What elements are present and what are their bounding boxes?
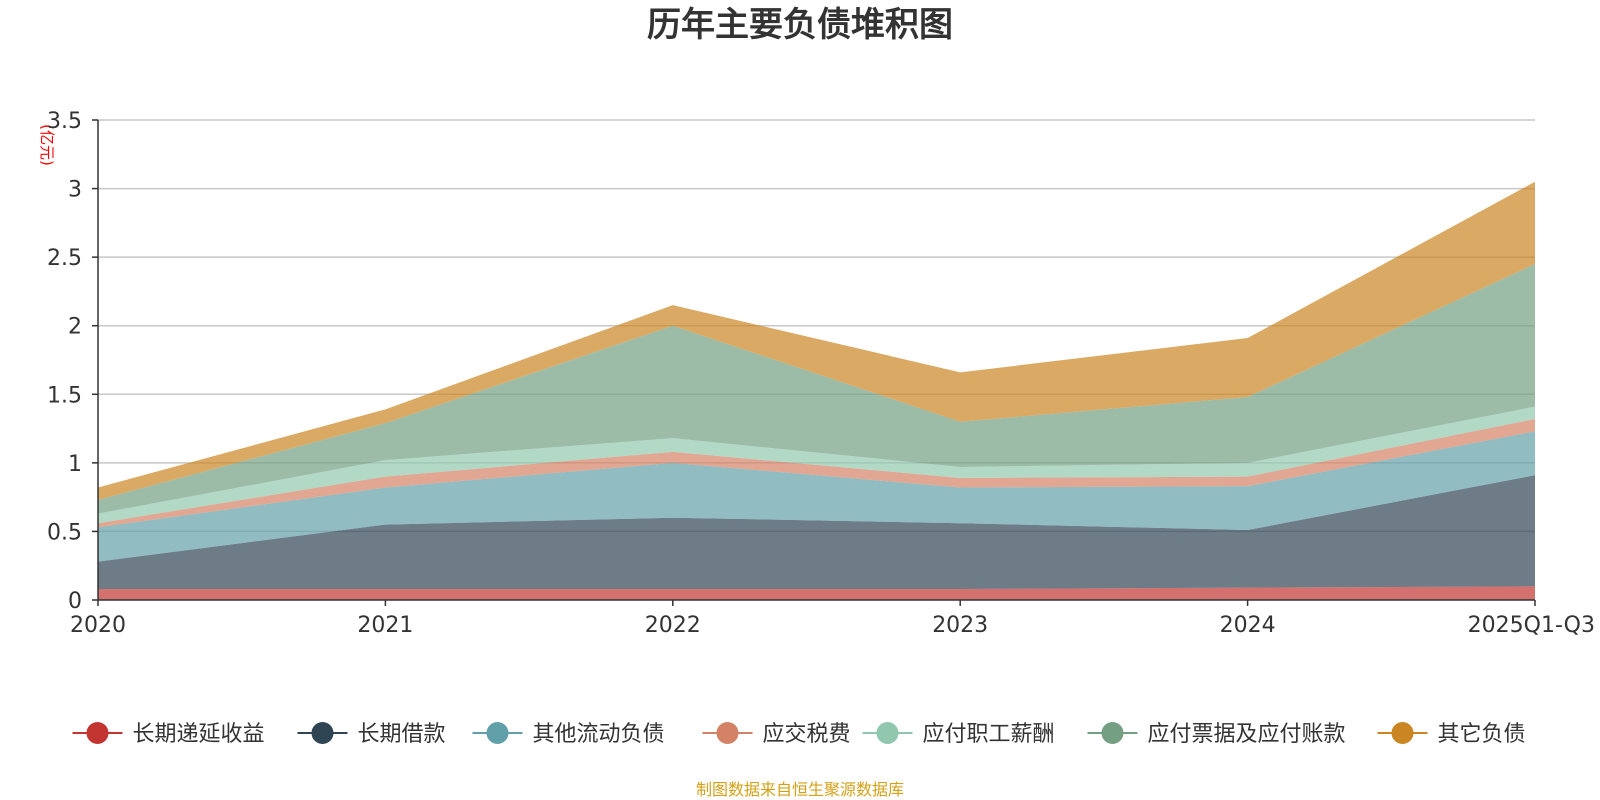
x-tick-label: 2024: [1220, 613, 1276, 638]
area-其他流动负债: [98, 431, 1535, 562]
axes: 0 0.5 1 1.5 2 2.5 3 3.5 2020 2021 2022 2023 2024 2025…: [47, 109, 1595, 638]
legend-label: 应交税费: [763, 722, 851, 747]
area-series: [98, 181, 1535, 600]
y-tick-label: 0: [68, 589, 82, 614]
y-tick-label: 0.5: [47, 520, 82, 545]
area-应付票据及应付账款: [98, 264, 1535, 514]
y-tick-label: 3: [68, 178, 82, 203]
legend-item[interactable]: 其他流动负债: [472, 722, 665, 747]
x-tick-label: 2022: [645, 613, 701, 638]
y-tick-label: 1.5: [47, 383, 82, 408]
y-axis-unit: (亿元): [38, 124, 56, 166]
legend-label: 长期借款: [358, 722, 446, 747]
legend-marker: [86, 722, 109, 744]
legend-item[interactable]: 应付职工薪酬: [862, 722, 1055, 747]
legend-marker: [486, 722, 509, 744]
legend-item[interactable]: 长期借款: [297, 722, 446, 747]
y-tick-label: 3.5: [47, 109, 82, 134]
x-tick-label: 2020: [70, 613, 126, 638]
area-应付职工薪酬: [98, 406, 1535, 524]
legend: 长期递延收益 长期借款 其他流动负债 应交税费 应付职工薪酬 应付票据及应付账款 其它负债: [72, 722, 1526, 747]
legend-item[interactable]: 应付票据及应付账款: [1087, 722, 1346, 747]
legend-item[interactable]: 其它负债: [1377, 722, 1526, 747]
area-长期借款: [98, 475, 1535, 590]
legend-item[interactable]: 长期递延收益: [72, 722, 265, 747]
legend-marker: [311, 722, 334, 744]
y-tick-label: 2: [68, 315, 82, 340]
chart-title: 历年主要负债堆积图: [647, 5, 953, 45]
area-长期递延收益: [98, 586, 1535, 600]
legend-label: 长期递延收益: [133, 722, 265, 747]
area-其它负债: [98, 181, 1535, 500]
legend-marker: [1101, 722, 1124, 744]
x-tick-label: 2025Q1-Q3: [1468, 613, 1595, 638]
legend-label: 其它负债: [1438, 722, 1526, 747]
legend-label: 其他流动负债: [533, 722, 665, 747]
legend-marker: [876, 722, 899, 744]
data-source-note: 制图数据来自恒生聚源数据库: [696, 780, 904, 799]
y-tick-label: 1: [68, 452, 82, 477]
x-tick-label: 2023: [932, 613, 988, 638]
legend-marker: [716, 722, 739, 744]
legend-marker: [1391, 722, 1414, 744]
y-tick-label: 2.5: [47, 246, 82, 271]
area-应交税费: [98, 418, 1535, 528]
legend-item[interactable]: 应交税费: [702, 722, 851, 747]
legend-label: 应付职工薪酬: [923, 722, 1055, 747]
legend-label: 应付票据及应付账款: [1148, 722, 1346, 747]
x-tick-label: 2021: [357, 613, 413, 638]
